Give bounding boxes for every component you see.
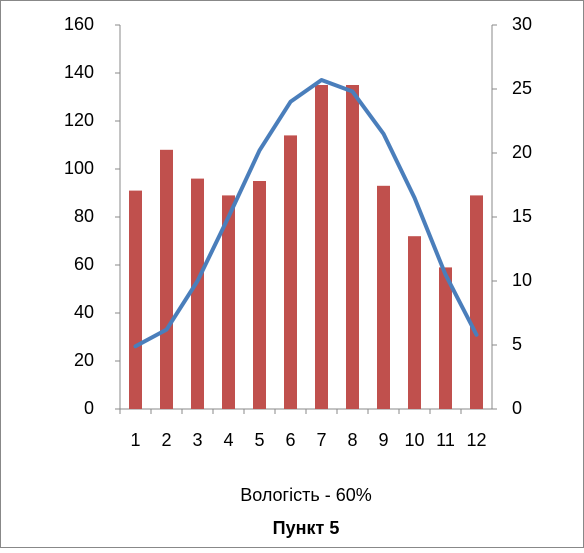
y2-tick-label: 20 [512,142,532,162]
bar [470,195,483,409]
y-tick-label: 100 [64,158,94,178]
bar [408,236,421,409]
x-tick-label: 9 [378,430,388,450]
bar [129,190,142,409]
x-tick-label: 10 [404,430,424,450]
y2-tick-label: 10 [512,270,532,290]
y-tick-label: 160 [64,14,94,34]
x-tick-label: 1 [130,430,140,450]
y2-tick-label: 0 [512,398,522,418]
y2-tick-label: 25 [512,78,532,98]
y2-tick-label: 15 [512,206,532,226]
bar [315,85,328,409]
y-tick-label: 80 [74,206,94,226]
x-tick-label: 2 [161,430,171,450]
x-tick-label: 5 [254,430,264,450]
bar [377,185,390,409]
bar [222,195,235,409]
x-tick-label: 7 [316,430,326,450]
x-tick-label: 11 [436,430,455,450]
bar [191,178,204,409]
y2-tick-label: 5 [512,334,522,354]
chart-title: Пункт 5 [273,518,340,538]
bar [439,267,452,409]
y-tick-label: 60 [74,254,94,274]
x-tick-label: 8 [347,430,357,450]
x-tick-label: 3 [192,430,202,450]
y-tick-label: 20 [74,350,94,370]
x-tick-label: 12 [466,430,486,450]
x-tick-label: 6 [285,430,295,450]
y-tick-label: 140 [64,62,94,82]
line [133,78,479,349]
y-tick-label: 120 [64,110,94,130]
y2-tick-label: 30 [512,14,532,34]
x-tick-label: 4 [223,430,233,450]
bar [284,135,297,409]
bar [346,85,359,409]
bar [160,149,173,410]
bar [253,181,266,409]
x-axis-label: Вологість - 60% [240,485,372,505]
y-tick-label: 40 [74,302,94,322]
y-tick-label: 0 [84,398,94,418]
